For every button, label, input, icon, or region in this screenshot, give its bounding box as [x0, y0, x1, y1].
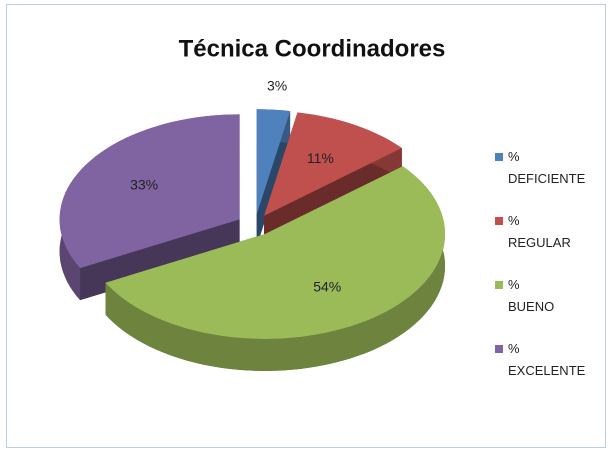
slice-edge	[256, 111, 291, 247]
legend-item: % REGULAR	[495, 210, 588, 254]
legend-swatch	[495, 217, 503, 225]
chart-frame	[6, 4, 606, 448]
legend-label: % DEFICIENTE	[508, 149, 586, 186]
data-label: 11%	[307, 150, 334, 166]
legend-label: % EXCELENTE	[508, 341, 586, 378]
slice	[105, 166, 445, 339]
legend-item: % BUENO	[495, 274, 588, 318]
slice	[256, 109, 291, 215]
data-label: 3%	[267, 77, 287, 93]
data-label: 33%	[130, 176, 158, 192]
legend-swatch	[495, 281, 503, 289]
legend-label: % REGULAR	[508, 213, 571, 250]
legend-swatch	[495, 345, 503, 353]
chart-title: Técnica Coordinadores	[179, 35, 446, 62]
legend-item: % DEFICIENTE	[495, 146, 588, 190]
data-label: 54%	[313, 279, 341, 295]
legend-item: % EXCELENTE	[495, 338, 588, 382]
legend-swatch	[495, 153, 503, 161]
slice	[264, 112, 402, 216]
slice	[59, 114, 240, 269]
legend-label: % BUENO	[508, 277, 555, 314]
